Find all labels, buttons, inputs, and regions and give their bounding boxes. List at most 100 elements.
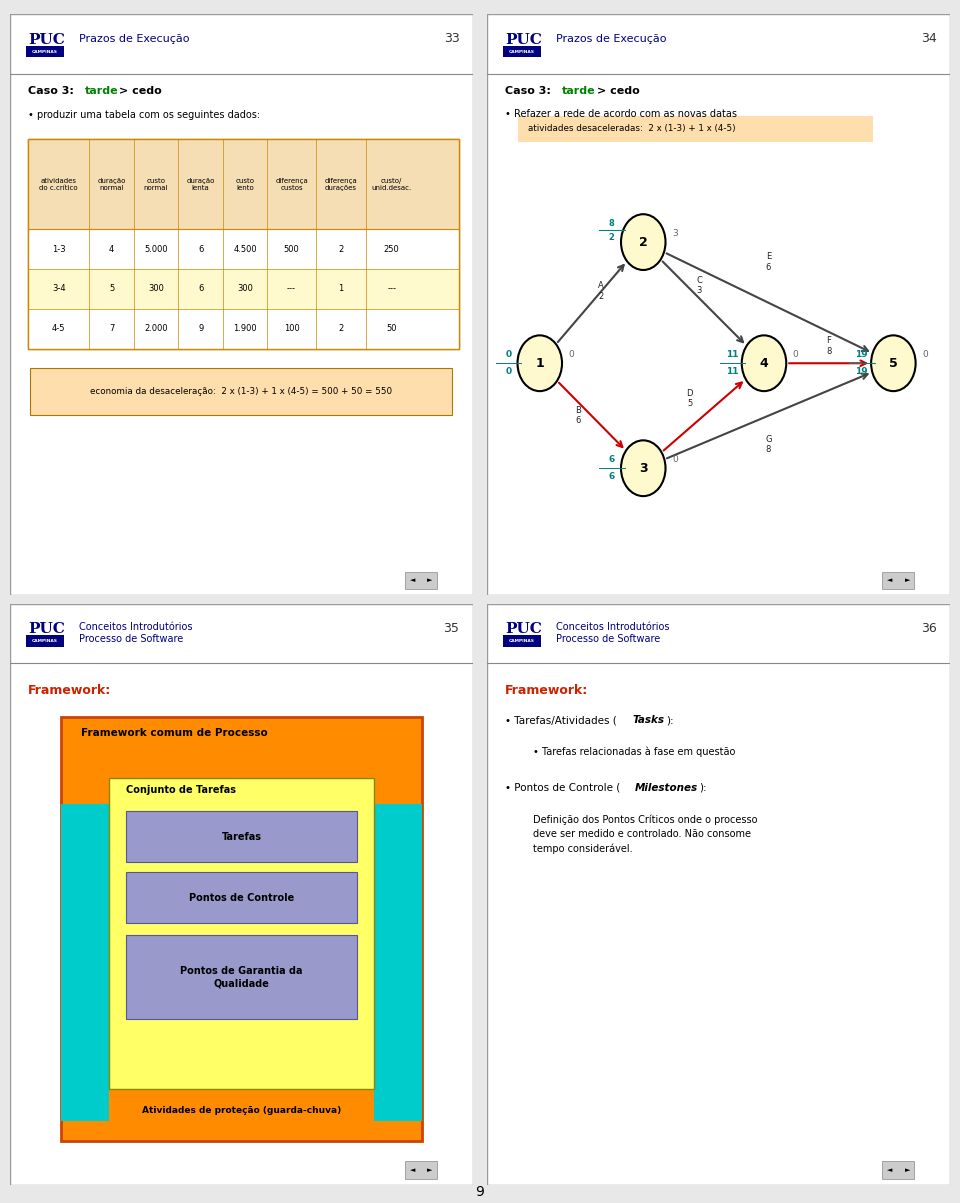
FancyBboxPatch shape bbox=[28, 269, 460, 309]
Text: 1: 1 bbox=[338, 284, 344, 294]
Text: tarde: tarde bbox=[85, 87, 119, 96]
Text: > cedo: > cedo bbox=[119, 87, 162, 96]
Text: B
6: B 6 bbox=[575, 407, 581, 426]
Text: atividades desaceleradas:  2 x (1-3) + 1 x (4-5): atividades desaceleradas: 2 x (1-3) + 1 … bbox=[528, 124, 736, 134]
FancyBboxPatch shape bbox=[31, 368, 452, 415]
Circle shape bbox=[621, 440, 665, 496]
Text: A
2: A 2 bbox=[598, 282, 604, 301]
Text: 5.000: 5.000 bbox=[144, 244, 168, 254]
Text: • Refazer a rede de acordo com as novas datas: • Refazer a rede de acordo com as novas … bbox=[505, 108, 737, 119]
Circle shape bbox=[621, 214, 665, 269]
Text: Conceitos Introdutórios: Conceitos Introdutórios bbox=[556, 622, 670, 633]
Text: > cedo: > cedo bbox=[596, 87, 639, 96]
Text: 19: 19 bbox=[855, 367, 868, 377]
FancyBboxPatch shape bbox=[28, 140, 460, 230]
Text: 1-3: 1-3 bbox=[52, 244, 65, 254]
Text: Definição dos Pontos Críticos onde o processo
deve ser medido e controlado. Não : Definição dos Pontos Críticos onde o pro… bbox=[533, 814, 757, 854]
Text: 2: 2 bbox=[609, 233, 614, 242]
Text: Prazos de Execução: Prazos de Execução bbox=[79, 34, 190, 43]
Text: D
5: D 5 bbox=[686, 389, 693, 408]
Text: Tasks: Tasks bbox=[633, 716, 664, 725]
Text: custo
lento: custo lento bbox=[235, 178, 254, 191]
Text: 6: 6 bbox=[609, 473, 614, 481]
Text: Framework:: Framework: bbox=[505, 685, 588, 697]
FancyBboxPatch shape bbox=[109, 778, 373, 1089]
Text: economia da desaceleração:  2 x (1-3) + 1 x (4-5) = 500 + 50 = 550: economia da desaceleração: 2 x (1-3) + 1… bbox=[90, 387, 393, 396]
Text: Tarefas: Tarefas bbox=[222, 832, 261, 842]
Text: atividades
do c.crítico: atividades do c.crítico bbox=[39, 178, 78, 191]
Text: F
8: F 8 bbox=[826, 336, 831, 356]
FancyBboxPatch shape bbox=[126, 872, 357, 924]
FancyBboxPatch shape bbox=[882, 571, 914, 589]
Circle shape bbox=[871, 336, 916, 391]
Text: 34: 34 bbox=[921, 32, 937, 46]
Text: 35: 35 bbox=[444, 622, 460, 635]
Text: ◄: ◄ bbox=[410, 1167, 416, 1173]
Text: Processo de Software: Processo de Software bbox=[556, 634, 660, 644]
Text: Conceitos Introdutórios: Conceitos Introdutórios bbox=[79, 622, 193, 633]
Text: 0: 0 bbox=[922, 350, 927, 358]
Text: 2: 2 bbox=[639, 236, 648, 249]
Text: 1: 1 bbox=[536, 357, 544, 369]
FancyBboxPatch shape bbox=[28, 140, 460, 349]
Text: Milestones: Milestones bbox=[635, 783, 698, 793]
Text: 0: 0 bbox=[672, 455, 678, 464]
Text: diferença
durações: diferença durações bbox=[324, 178, 357, 191]
FancyBboxPatch shape bbox=[882, 1161, 914, 1179]
Text: 9: 9 bbox=[475, 1185, 485, 1199]
Text: diferença
custos: diferença custos bbox=[276, 178, 308, 191]
Text: 4.500: 4.500 bbox=[233, 244, 257, 254]
FancyBboxPatch shape bbox=[503, 46, 541, 58]
Text: Atividades de proteção (guarda-chuva): Atividades de proteção (guarda-chuva) bbox=[142, 1106, 341, 1115]
Text: tarde: tarde bbox=[563, 87, 596, 96]
Text: CAMPINAS: CAMPINAS bbox=[509, 49, 535, 54]
Text: 6: 6 bbox=[198, 284, 204, 294]
Text: 100: 100 bbox=[283, 324, 300, 333]
Text: CAMPINAS: CAMPINAS bbox=[32, 639, 58, 644]
FancyBboxPatch shape bbox=[26, 46, 64, 58]
Text: 11: 11 bbox=[726, 367, 739, 377]
Text: 3: 3 bbox=[639, 462, 648, 475]
Text: 1.900: 1.900 bbox=[233, 324, 257, 333]
Text: E
6: E 6 bbox=[766, 253, 771, 272]
Text: Pontos de Garantia da
Qualidade: Pontos de Garantia da Qualidade bbox=[180, 966, 302, 989]
Text: duração
normal: duração normal bbox=[97, 178, 126, 191]
Text: PUC: PUC bbox=[505, 622, 542, 636]
Text: PUC: PUC bbox=[28, 32, 65, 47]
Text: 5: 5 bbox=[889, 357, 898, 369]
Text: 0: 0 bbox=[568, 350, 574, 358]
Text: 19: 19 bbox=[855, 350, 868, 358]
Text: custo/
unid.desac.: custo/ unid.desac. bbox=[372, 178, 412, 191]
Text: 4-5: 4-5 bbox=[52, 324, 65, 333]
Text: ►: ► bbox=[904, 1167, 910, 1173]
Text: 250: 250 bbox=[384, 244, 399, 254]
Text: PUC: PUC bbox=[505, 32, 542, 47]
Text: ►: ► bbox=[427, 577, 433, 583]
Text: • Tarefas/Atividades (: • Tarefas/Atividades ( bbox=[505, 716, 617, 725]
FancyBboxPatch shape bbox=[517, 115, 873, 142]
Circle shape bbox=[517, 336, 562, 391]
Text: 0: 0 bbox=[505, 350, 512, 358]
Text: Caso 3:: Caso 3: bbox=[505, 87, 555, 96]
Text: 50: 50 bbox=[387, 324, 396, 333]
Text: CAMPINAS: CAMPINAS bbox=[509, 639, 535, 644]
FancyBboxPatch shape bbox=[60, 717, 422, 1142]
Text: ):: ): bbox=[666, 716, 674, 725]
Circle shape bbox=[742, 336, 786, 391]
Text: • Tarefas relacionadas à fase em questão: • Tarefas relacionadas à fase em questão bbox=[533, 746, 735, 757]
Text: 7: 7 bbox=[108, 324, 114, 333]
Text: ):: ): bbox=[700, 783, 708, 793]
Text: C
3: C 3 bbox=[696, 275, 702, 295]
Text: 4: 4 bbox=[109, 244, 114, 254]
Text: 0: 0 bbox=[505, 367, 512, 377]
Text: ►: ► bbox=[427, 1167, 433, 1173]
FancyBboxPatch shape bbox=[126, 811, 357, 863]
FancyBboxPatch shape bbox=[503, 635, 541, 647]
Text: Processo de Software: Processo de Software bbox=[79, 634, 183, 644]
Text: ◄: ◄ bbox=[887, 1167, 893, 1173]
FancyBboxPatch shape bbox=[28, 309, 460, 349]
Text: ◄: ◄ bbox=[410, 577, 416, 583]
Text: ◄: ◄ bbox=[887, 577, 893, 583]
Text: 4: 4 bbox=[759, 357, 768, 369]
Text: 2.000: 2.000 bbox=[144, 324, 168, 333]
